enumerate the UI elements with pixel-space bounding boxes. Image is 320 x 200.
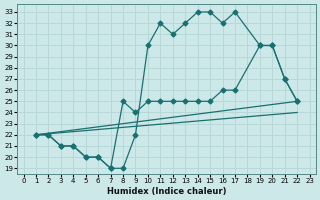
X-axis label: Humidex (Indice chaleur): Humidex (Indice chaleur) [107, 187, 226, 196]
